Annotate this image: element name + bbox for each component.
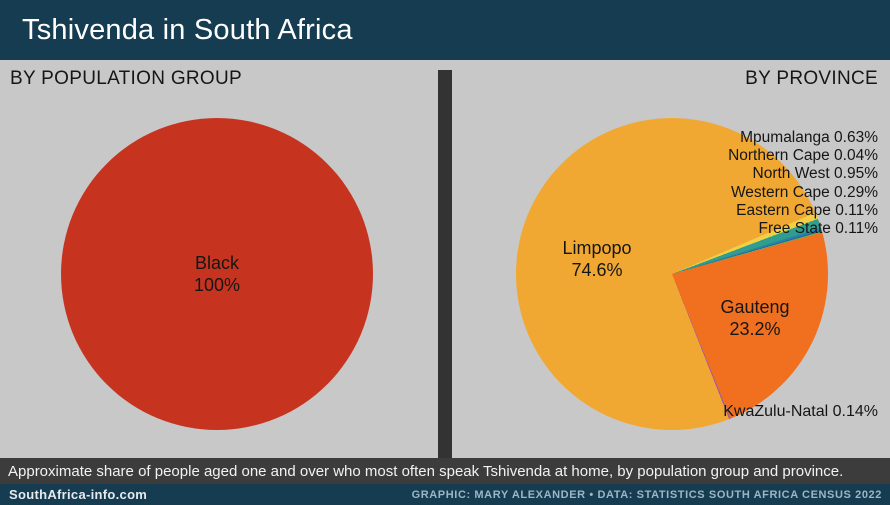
callout-north-west: North West 0.95%: [752, 165, 879, 183]
black-slice-pct: 100%: [193, 275, 241, 295]
caption-text: Approximate share of people aged one and…: [8, 462, 844, 480]
source-site: SouthAfrica-info.com: [9, 487, 148, 502]
panel-divider: [438, 70, 452, 458]
caption-bar: Approximate share of people aged one and…: [0, 458, 890, 484]
callout-mpumalanga: Mpumalanga 0.63%: [740, 129, 878, 146]
callout-kwazulu-natal: KwaZulu-Natal 0.14%: [723, 403, 878, 420]
gauteng-slice-pct: 23.2%: [729, 319, 781, 339]
callout-northern-cape: Northern Cape 0.04%: [728, 147, 878, 165]
limpopo-slice-label: Limpopo 74.6%: [517, 237, 677, 281]
page-title: Tshivenda in South Africa: [22, 13, 353, 46]
header-bar: Tshivenda in South Africa: [0, 0, 890, 60]
population-group-pie-chart: [61, 118, 373, 430]
limpopo-slice-name: Limpopo: [562, 238, 632, 258]
gauteng-slice-name: Gauteng: [720, 297, 790, 317]
charts-area: BY POPULATION GROUP BY PROVINCE Black 10…: [0, 60, 890, 458]
black-slice-label: Black 100%: [137, 252, 297, 296]
callout-western-cape: Western Cape 0.29%: [730, 183, 878, 201]
credit-line: GRAPHIC: MARY ALEXANDER • DATA: STATISTI…: [411, 488, 882, 501]
small-slice-callouts: Mpumalanga 0.63% Northern Cape 0.04% Nor…: [728, 129, 878, 238]
limpopo-slice-pct: 74.6%: [571, 260, 623, 280]
callout-eastern-cape: Eastern Cape 0.11%: [736, 201, 878, 219]
gauteng-slice-label: Gauteng 23.2%: [675, 296, 835, 340]
callout-free-state: Free State 0.11%: [758, 220, 878, 238]
province-pie-chart: [516, 118, 828, 430]
footer-bar: SouthAfrica-info.com GRAPHIC: MARY ALEXA…: [0, 484, 890, 505]
black-slice-name: Black: [194, 253, 239, 273]
section-title-population-group: BY POPULATION GROUP: [10, 68, 242, 89]
section-title-province: BY PROVINCE: [745, 68, 878, 89]
